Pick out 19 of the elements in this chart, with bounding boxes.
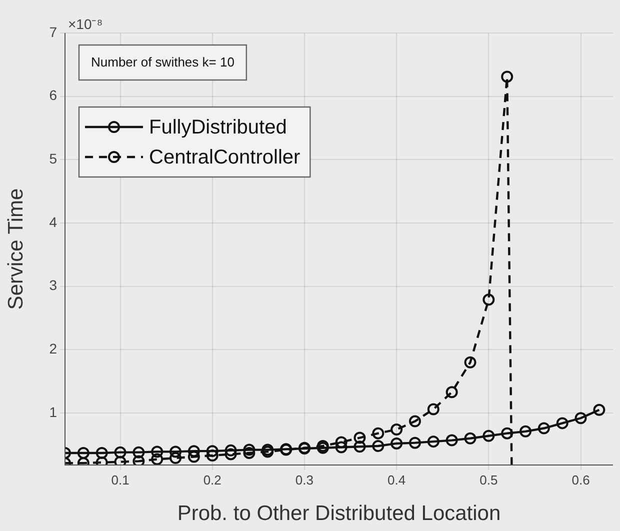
y-axis-title: Service Time [4,188,28,310]
x-tick-label: 0.1 [111,472,130,488]
x-axis-title: Prob. to Other Distributed Location [177,502,501,526]
x-tick-label: 0.6 [572,472,590,488]
x-tick-label: 0.3 [295,472,314,488]
legend-label: FullyDistributed [149,116,287,139]
x-tick-label: 0.5 [480,472,498,488]
y-tick-label: 7 [49,24,58,40]
text: ×10⁻⁸ [68,16,103,32]
y-tick-label: 5 [49,150,58,167]
y-tick-label: 3 [49,277,58,294]
x-tick-label: 0.4 [388,472,406,488]
y-tick-label: 6 [49,87,58,104]
y-tick-label: 2 [49,340,58,357]
x-tick-label: 0.2 [203,472,222,488]
legend-label: CentralController [149,146,301,169]
y-tick-label: 4 [49,214,58,230]
y-tick-label: 1 [49,404,58,420]
annotation: Number of swithes k= 10 [91,54,234,70]
